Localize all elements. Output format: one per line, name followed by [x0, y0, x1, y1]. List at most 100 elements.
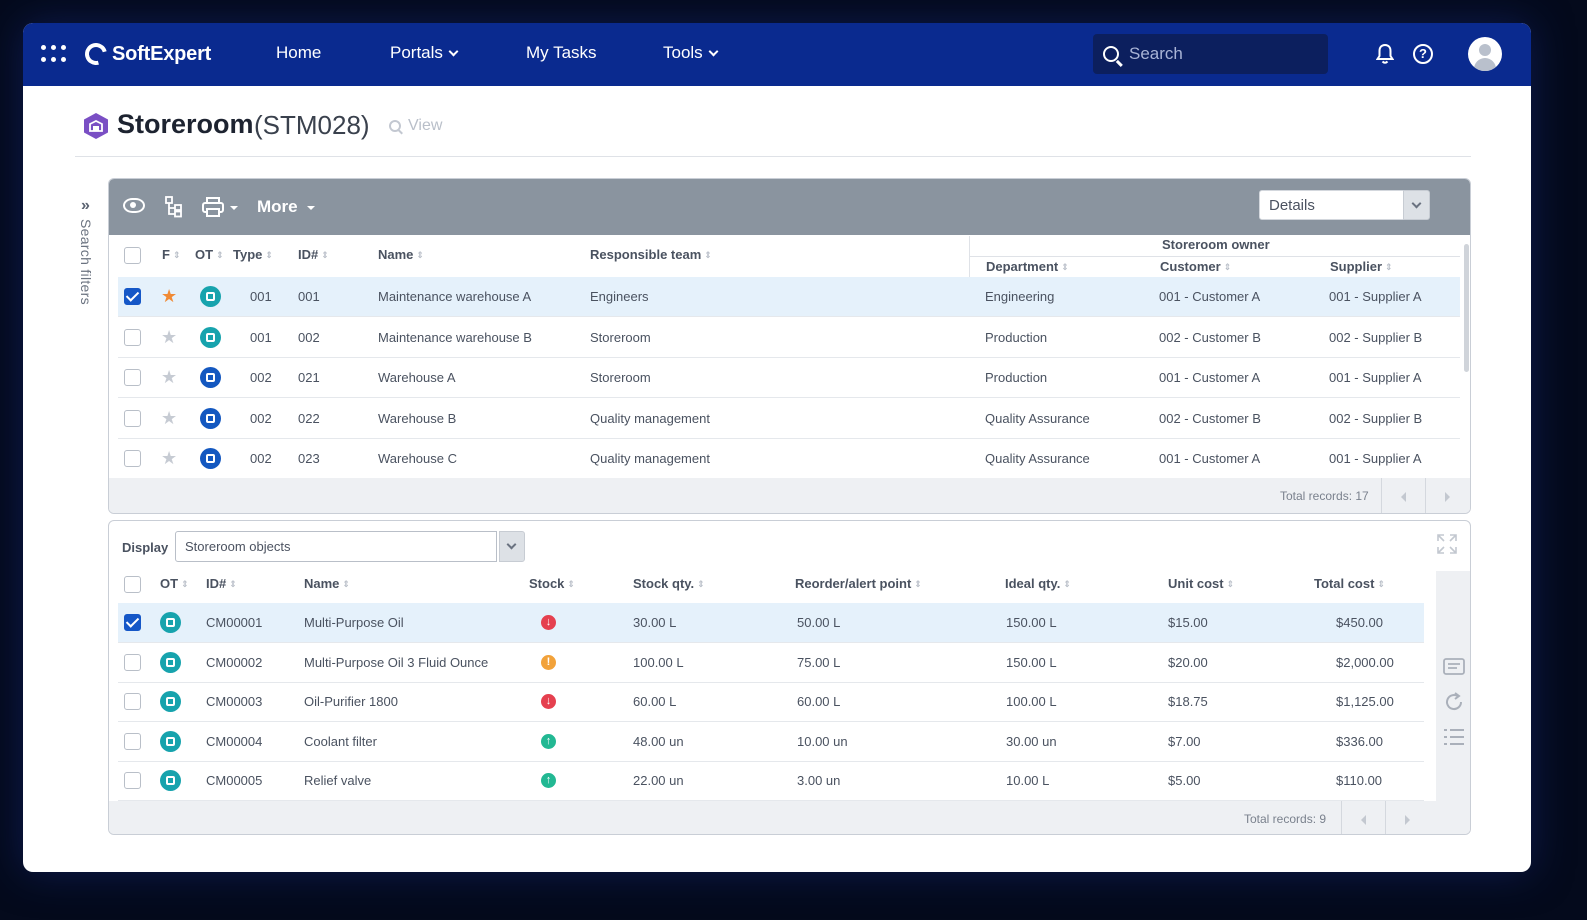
object-type-icon — [160, 612, 181, 633]
row-checkbox[interactable] — [124, 772, 141, 790]
table-row[interactable]: ★ 002 023 Warehouse C Quality management Qual… — [118, 439, 1460, 480]
unit-cost-cell: $18.75 — [1168, 694, 1208, 710]
print-caret-icon[interactable] — [230, 206, 238, 210]
softexpert-logo-icon — [80, 38, 112, 70]
avatar[interactable] — [1468, 37, 1502, 71]
stock-status-up-icon: ↑ — [541, 773, 556, 789]
display-dropdown-button[interactable] — [499, 531, 525, 562]
select-all-checkbox[interactable] — [124, 247, 141, 264]
table-row[interactable]: ★ 001 002 Maintenance warehouse B Storeroom P… — [118, 318, 1460, 358]
view-link[interactable]: View — [389, 117, 442, 135]
comment-icon[interactable] — [1443, 657, 1465, 679]
col-header-type[interactable]: Type ⇕ — [233, 247, 273, 262]
team-cell: Quality management — [590, 410, 710, 426]
total-cost-cell: $336.00 — [1336, 733, 1383, 749]
favorite-star-icon[interactable]: ★ — [161, 286, 178, 306]
col-header-responsible-team[interactable]: Responsible team ⇕ — [590, 247, 712, 262]
grid-scrollbar[interactable] — [1464, 244, 1469, 372]
apps-grid-icon[interactable] — [41, 45, 67, 63]
row-checkbox[interactable] — [124, 732, 141, 750]
search-input[interactable] — [1129, 44, 1309, 64]
row-checkbox[interactable] — [124, 653, 141, 671]
grid-footer: Total records: 9 — [109, 801, 1470, 834]
team-cell: Storeroom — [590, 370, 651, 386]
next-page-button[interactable] — [1425, 478, 1469, 513]
table-row[interactable]: ★ 002 021 Warehouse A Storeroom Production 001… — [118, 358, 1460, 399]
id-cell: 023 — [298, 451, 320, 467]
view-mode-dropdown-button[interactable] — [1403, 190, 1430, 220]
expand-icon[interactable] — [1437, 534, 1457, 554]
supplier-cell: 001 - Supplier A — [1329, 370, 1422, 386]
row-checkbox[interactable] — [124, 409, 141, 427]
col-header-name[interactable]: Name ⇕ — [378, 247, 424, 262]
refresh-icon[interactable] — [1443, 691, 1465, 713]
name-cell: Relief valve — [304, 773, 372, 789]
magnifier-icon — [389, 120, 401, 132]
sort-icon: ⇕ — [1385, 262, 1393, 272]
display-select[interactable]: Storeroom objects — [175, 531, 497, 562]
view-mode-select[interactable]: Details — [1259, 190, 1404, 220]
col-header-department[interactable]: Department ⇕ — [986, 259, 1069, 274]
prev-page-button[interactable] — [1341, 801, 1385, 834]
table-row[interactable]: CM00003 Oil-Purifier 1800 ↓ 60.00 L 60.00 L 1… — [118, 682, 1424, 723]
favorite-star-icon[interactable]: ★ — [161, 367, 178, 388]
nav-my-tasks[interactable]: My Tasks — [526, 43, 597, 62]
col-header-unit-cost[interactable]: Unit cost ⇕ — [1168, 576, 1235, 591]
col-header-stock-qty[interactable]: Stock qty. ⇕ — [633, 576, 705, 591]
row-checkbox[interactable] — [124, 693, 141, 711]
row-checkbox[interactable] — [124, 614, 141, 631]
print-icon[interactable] — [202, 197, 224, 217]
id-cell: CM00001 — [206, 615, 263, 630]
col-header-stock[interactable]: Stock ⇕ — [529, 576, 575, 591]
brand-logo[interactable]: SoftExpert — [80, 38, 211, 70]
col-header-reorder-point[interactable]: Reorder/alert point ⇕ — [795, 576, 922, 591]
col-header-customer[interactable]: Customer ⇕ — [1160, 259, 1232, 274]
list-icon[interactable] — [1443, 726, 1465, 748]
hierarchy-icon[interactable] — [165, 196, 183, 218]
row-checkbox[interactable] — [124, 288, 141, 305]
next-page-button[interactable] — [1385, 801, 1429, 834]
chevron-down-icon — [1411, 198, 1422, 209]
id-cell: CM00003 — [206, 694, 263, 710]
col-header-ot[interactable]: OT ⇕ — [195, 247, 224, 262]
col-header-id[interactable]: ID# ⇕ — [298, 247, 329, 262]
col-header-name[interactable]: Name ⇕ — [304, 576, 350, 591]
prev-page-button[interactable] — [1381, 478, 1425, 513]
grid-toolbar: More Details — [109, 179, 1470, 235]
nav-tools[interactable]: Tools — [663, 43, 719, 63]
row-checkbox[interactable] — [124, 328, 141, 346]
eye-icon[interactable] — [123, 198, 145, 213]
bell-icon[interactable] — [1376, 43, 1394, 65]
table-row[interactable]: CM00005 Relief valve ↑ 22.00 un 3.00 un 10.00… — [118, 761, 1424, 802]
table-row[interactable]: ★ 001 001 Maintenance warehouse A Engineers E… — [118, 277, 1460, 317]
select-all-checkbox[interactable] — [124, 576, 141, 593]
row-checkbox[interactable] — [124, 369, 141, 387]
col-header-supplier[interactable]: Supplier ⇕ — [1330, 259, 1393, 274]
favorite-star-icon[interactable]: ★ — [161, 326, 178, 347]
table-row[interactable]: CM00004 Coolant filter ↑ 48.00 un 10.00 un 30… — [118, 722, 1424, 762]
col-header-f[interactable]: F ⇕ — [162, 247, 181, 262]
row-checkbox[interactable] — [124, 450, 141, 468]
sort-icon: ⇕ — [704, 250, 712, 260]
col-header-total-cost[interactable]: Total cost ⇕ — [1314, 576, 1385, 591]
global-search — [1093, 34, 1328, 74]
chevron-down-icon — [506, 539, 517, 550]
col-header-ideal-qty[interactable]: Ideal qty. ⇕ — [1005, 576, 1071, 591]
stock-qty-cell: 22.00 un — [633, 773, 684, 789]
help-icon[interactable]: ? — [1413, 44, 1433, 64]
table-row[interactable]: CM00001 Multi-Purpose Oil ↓ 30.00 L 50.00 L 1… — [118, 603, 1424, 643]
name-cell: Multi-Purpose Oil 3 Fluid Ounce — [304, 654, 489, 670]
nav-portals[interactable]: Portals — [390, 43, 459, 63]
favorite-star-icon[interactable]: ★ — [161, 407, 178, 428]
col-header-id[interactable]: ID# ⇕ — [206, 576, 237, 591]
col-header-ot[interactable]: OT ⇕ — [160, 576, 189, 591]
search-filters-toggle[interactable]: » — [81, 197, 101, 215]
unit-cost-cell: $5.00 — [1168, 773, 1201, 789]
table-row[interactable]: CM00002 Multi-Purpose Oil 3 Fluid Ounce! 1… — [118, 643, 1424, 683]
table-row[interactable]: ★ 002 022 Warehouse B Quality management Qual… — [118, 399, 1460, 439]
search-filters-label[interactable]: Search filters — [78, 219, 94, 305]
nav-home[interactable]: Home — [276, 43, 322, 62]
more-menu-button[interactable]: More — [257, 197, 298, 216]
favorite-star-icon[interactable]: ★ — [161, 448, 178, 469]
more-caret-icon[interactable] — [307, 206, 315, 210]
